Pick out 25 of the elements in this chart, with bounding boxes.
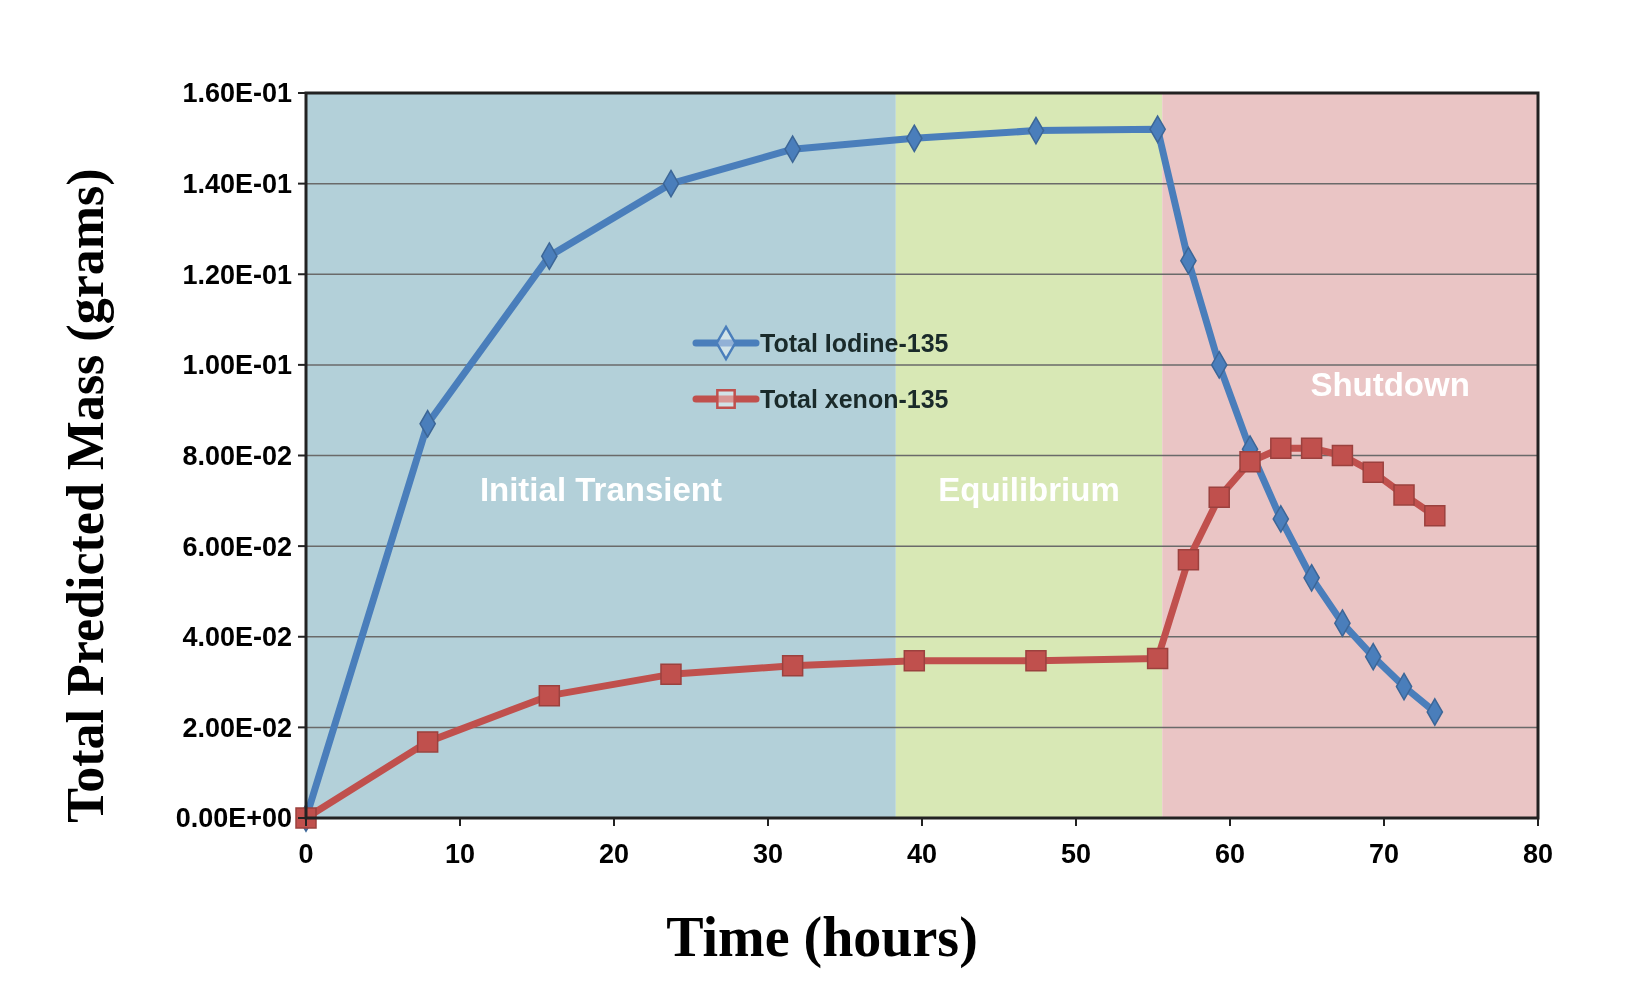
- y-tick-label: 0.00E+00: [175, 803, 292, 834]
- y-tick-label: 2.00E-02: [182, 712, 292, 743]
- band-label: Initial Transient: [479, 471, 722, 508]
- x-tick-label: 80: [1522, 839, 1554, 869]
- y-axis-title: Total Predicted Mass (grams): [57, 168, 115, 823]
- legend-label: Total Iodine-135: [760, 328, 949, 357]
- y-tick-label: 1.60E-01: [182, 78, 292, 109]
- y-tick-label: 1.20E-01: [182, 259, 292, 290]
- x-tick-label: 50: [1060, 839, 1092, 869]
- band-label: Equilibrium: [938, 471, 1120, 508]
- x-tick-label: 40: [906, 839, 938, 869]
- band-label: Shutdown: [1310, 366, 1470, 403]
- y-tick-label: 1.40E-01: [182, 169, 292, 200]
- x-tick-label: 70: [1368, 839, 1400, 869]
- y-tick-label: 8.00E-02: [182, 440, 292, 471]
- y-tick-label: 1.00E-01: [182, 350, 292, 381]
- x-tick-label: 0: [298, 839, 314, 869]
- x-tick-label: 10: [444, 839, 476, 869]
- y-tick-label: 4.00E-02: [182, 622, 292, 653]
- legend-label: Total xenon-135: [760, 384, 949, 413]
- x-axis-title: Time (hours): [666, 906, 978, 969]
- x-tick-label: 30: [752, 839, 784, 869]
- x-tick-label: 60: [1214, 839, 1246, 869]
- x-tick-label: 20: [598, 839, 630, 869]
- y-tick-label: 6.00E-02: [182, 531, 292, 562]
